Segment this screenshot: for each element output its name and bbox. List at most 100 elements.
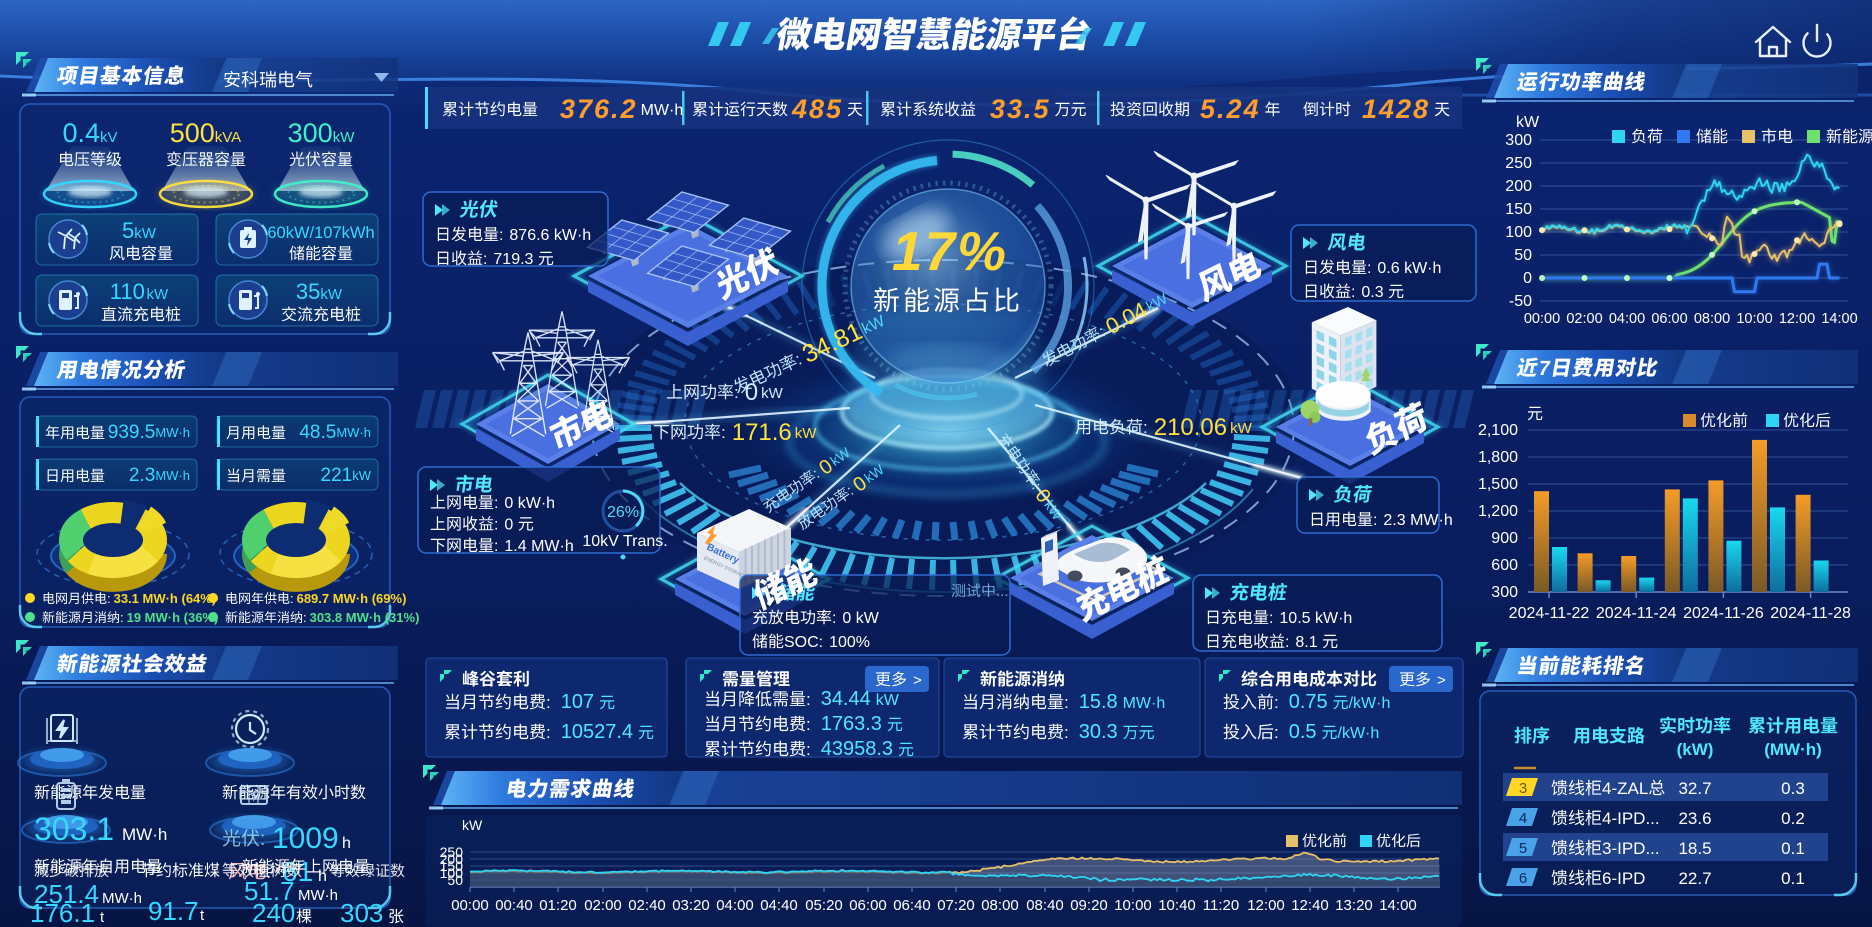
svg-text:2024-11-24: 2024-11-24 — [1596, 605, 1677, 622]
svg-text:kW: kW — [1230, 420, 1253, 437]
svg-text:50: 50 — [1514, 247, 1532, 264]
svg-text:250: 250 — [440, 844, 464, 860]
svg-text:0.3: 0.3 — [1781, 779, 1805, 798]
svg-text:171.6: 171.6 — [732, 419, 792, 446]
svg-text:04:00: 04:00 — [716, 897, 754, 914]
svg-text:06:00: 06:00 — [849, 897, 887, 914]
svg-text:12:40: 12:40 — [1291, 897, 1329, 914]
svg-text:SOC:: SOC: — [784, 634, 823, 651]
svg-text:91.7: 91.7 — [148, 896, 199, 926]
svg-text:939.5: 939.5 — [108, 422, 156, 443]
svg-text:(MW·h): (MW·h) — [1764, 740, 1822, 759]
svg-text:600: 600 — [1491, 557, 1518, 574]
svg-text:1763.3: 1763.3 — [821, 713, 882, 735]
svg-text:(kW): (kW) — [1677, 740, 1714, 759]
svg-text::: : — [806, 690, 811, 709]
svg-text::: : — [832, 610, 836, 627]
svg-text:43958.3: 43958.3 — [821, 738, 893, 760]
svg-text:51.7: 51.7 — [244, 876, 295, 906]
svg-text:8.1: 8.1 — [1295, 634, 1317, 651]
svg-text:kVA: kVA — [215, 129, 241, 146]
svg-text:h: h — [318, 868, 327, 885]
svg-text:1,800: 1,800 — [1478, 449, 1518, 466]
svg-text:719.3: 719.3 — [493, 251, 533, 268]
svg-text:2,100: 2,100 — [1478, 422, 1518, 439]
svg-text:17%: 17% — [892, 220, 1008, 282]
svg-text:176.1: 176.1 — [30, 898, 95, 927]
svg-text:19 MW·h (36%): 19 MW·h (36%) — [127, 610, 219, 625]
svg-text:210.06: 210.06 — [1154, 414, 1227, 441]
svg-text:500: 500 — [170, 118, 215, 148]
svg-text::: : — [806, 740, 811, 759]
svg-text:33.1 MW·h (64%): 33.1 MW·h (64%) — [114, 591, 217, 606]
svg-text:11:20: 11:20 — [1203, 897, 1239, 914]
svg-text:t: t — [200, 907, 205, 924]
svg-text::: : — [290, 591, 294, 606]
svg-text:150: 150 — [440, 858, 464, 874]
svg-text:kV: kV — [100, 129, 118, 146]
svg-text:5: 5 — [1519, 840, 1527, 857]
svg-text:0.6 kW·h: 0.6 kW·h — [1377, 260, 1441, 277]
svg-text:7: 7 — [1537, 357, 1553, 380]
svg-text:60kW/107kWh: 60kW/107kWh — [267, 224, 374, 242]
svg-text:100: 100 — [440, 865, 464, 881]
svg-text:300: 300 — [1505, 132, 1532, 149]
svg-text:-50: -50 — [1509, 293, 1532, 310]
svg-text:35: 35 — [296, 279, 320, 304]
svg-text:1,500: 1,500 — [1478, 476, 1518, 493]
svg-text::: : — [1351, 284, 1355, 301]
svg-text:MW·h: MW·h — [102, 890, 142, 907]
svg-text:1009: 1009 — [272, 822, 339, 855]
svg-text:kW: kW — [134, 225, 157, 242]
svg-text::: : — [1143, 418, 1148, 437]
svg-text:0.3: 0.3 — [1361, 284, 1383, 301]
svg-text:0 kW: 0 kW — [842, 610, 879, 627]
svg-text:200: 200 — [1505, 178, 1532, 195]
svg-text:200: 200 — [440, 851, 464, 867]
svg-text:300: 300 — [288, 118, 333, 148]
svg-text:04:40: 04:40 — [760, 897, 798, 914]
svg-text:48.5: 48.5 — [299, 422, 336, 443]
svg-text:300: 300 — [1491, 584, 1518, 601]
svg-text:kW: kW — [333, 129, 356, 146]
svg-text::: : — [1274, 723, 1279, 742]
svg-text:02:00: 02:00 — [584, 897, 622, 914]
svg-text::: : — [494, 517, 498, 534]
svg-text:>: > — [913, 672, 922, 689]
svg-text::: : — [1274, 693, 1279, 712]
svg-text:10kV Trans.: 10kV Trans. — [582, 533, 667, 550]
svg-text:0: 0 — [1523, 270, 1532, 287]
svg-text:12:00: 12:00 — [1779, 311, 1815, 327]
svg-text:09:20: 09:20 — [1070, 897, 1108, 914]
svg-text:22.7: 22.7 — [1678, 869, 1711, 888]
svg-text:kW: kW — [795, 425, 818, 442]
svg-text::: : — [1096, 323, 1108, 340]
svg-text:32.7: 32.7 — [1678, 779, 1711, 798]
svg-text:05:20: 05:20 — [805, 897, 843, 914]
svg-text:MW·h: MW·h — [1123, 695, 1166, 712]
svg-text:10:40: 10:40 — [1158, 897, 1196, 914]
svg-text::: : — [260, 829, 265, 850]
svg-text:kW: kW — [876, 692, 900, 709]
svg-text:02:40: 02:40 — [628, 897, 666, 914]
svg-text::: : — [494, 538, 498, 555]
svg-text:kW: kW — [761, 385, 784, 402]
svg-text::: : — [303, 610, 307, 625]
svg-text:0.1: 0.1 — [1781, 839, 1805, 858]
svg-text:kW: kW — [320, 286, 343, 303]
svg-text:10:00: 10:00 — [1736, 311, 1772, 327]
svg-text::: : — [721, 423, 726, 442]
svg-text:3: 3 — [1519, 780, 1527, 797]
svg-text:kW: kW — [352, 468, 372, 483]
svg-text:kW: kW — [146, 286, 169, 303]
svg-text:26%: 26% — [607, 504, 639, 521]
svg-text:07:20: 07:20 — [937, 897, 975, 914]
svg-text:2024-11-22: 2024-11-22 — [1509, 605, 1590, 622]
svg-text:13:20: 13:20 — [1335, 897, 1373, 914]
svg-text:6: 6 — [1519, 870, 1527, 887]
svg-text:5.24: 5.24 — [1200, 94, 1261, 124]
svg-text:303.1: 303.1 — [34, 811, 114, 847]
svg-text:2024-11-28: 2024-11-28 — [1770, 605, 1851, 622]
svg-text:>: > — [1437, 672, 1446, 689]
svg-text:5: 5 — [122, 218, 134, 243]
